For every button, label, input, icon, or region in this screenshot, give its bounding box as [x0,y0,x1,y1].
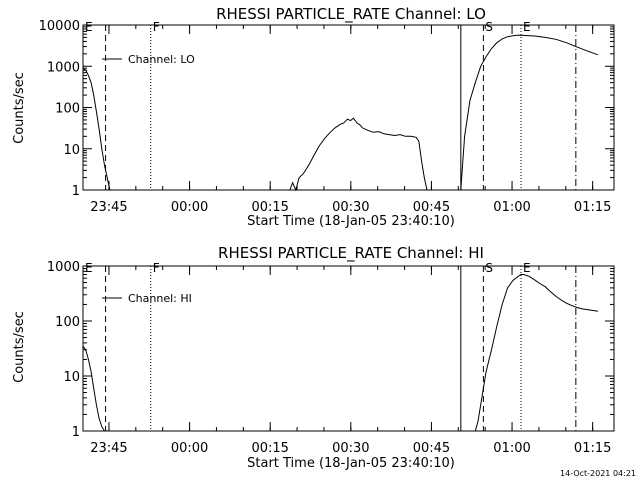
lo-y-tick-label: 10000 [39,19,80,34]
lo-x-axis-label: Start Time (18-Jan-05 23:40:10) [247,214,455,229]
lo-y-tick-label: 1 [72,184,80,199]
lo-event-marker-label: S [485,20,493,34]
lo-channel-panel: RHESSI PARTICLE_RATE Channel: LO Counts/… [12,5,615,229]
hi-x-tick-label: 23:45 [90,441,127,456]
lo-x-tick-label: 01:15 [574,200,611,215]
footer-timestamp: 14-Oct-2021 04:21 [560,469,636,478]
lo-rate-curve [289,117,428,192]
lo-y-tick-label: 10 [63,143,80,158]
lo-y-axis-label: Counts/sec [12,72,27,144]
lo-y-tick-label: 1000 [47,60,80,75]
hi-x-tick-label: 00:30 [332,441,369,456]
hi-rate-curve [474,274,598,432]
hi-x-tick-label: 00:15 [251,441,288,456]
lo-event-marker-label: E [85,20,93,34]
hi-event-marker-label: F [153,261,160,275]
lo-legend: Channel: LO [102,53,195,66]
lo-rate-curve [460,34,599,191]
lo-plot-frame [82,24,615,191]
lo-rate-curve [82,67,111,191]
hi-y-tick-label: 1000 [47,260,80,275]
hi-y-tick-label: 10 [63,370,80,385]
lo-x-tick-label: 23:45 [90,200,127,215]
lo-x-tick-label: 00:15 [251,200,288,215]
lo-x-tick-label: 00:45 [413,200,450,215]
lo-event-marker-label: F [153,20,160,34]
hi-y-tick-label: 100 [55,315,80,330]
hi-x-tick-label: 00:00 [171,441,208,456]
lo-x-tick-label: 01:00 [493,200,530,215]
lo-x-tick-label: 00:30 [332,200,369,215]
hi-y-tick-label: 1 [72,425,80,440]
hi-plot-frame [82,265,615,432]
hi-plot-marks: 1 10 100 1000 23:45 00:00 00:15 00:30 00:45 01:00… [47,260,614,456]
lo-plot-marks: 1 10 100 1000 10000 23:45 00:00 00:15 00:30 00:45… [39,19,614,215]
hi-legend-label: Channel: HI [128,292,192,305]
lo-y-tick-label: 100 [55,102,80,117]
hi-x-tick-label: 01:00 [493,441,530,456]
hi-x-axis-label: Start Time (18-Jan-05 23:40:10) [247,456,455,471]
lo-x-tick-label: 00:00 [171,200,208,215]
hi-event-marker-label: S [485,261,493,275]
hi-x-tick-label: 00:45 [413,441,450,456]
lo-event-marker-label: E [523,20,531,34]
hi-event-marker-label: E [523,261,531,275]
hi-channel-panel: RHESSI PARTICLE_RATE Channel: HI Counts/… [12,244,615,471]
hi-x-tick-label: 01:15 [574,441,611,456]
hi-chart-title: RHESSI PARTICLE_RATE Channel: HI [218,244,484,263]
hi-rate-curve [82,345,105,432]
hi-legend: Channel: HI [102,292,192,305]
hi-event-marker-label: E [85,261,93,275]
lo-legend-label: Channel: LO [128,53,195,66]
lo-chart-title: RHESSI PARTICLE_RATE Channel: LO [216,5,486,24]
hi-y-axis-label: Counts/sec [12,311,27,383]
